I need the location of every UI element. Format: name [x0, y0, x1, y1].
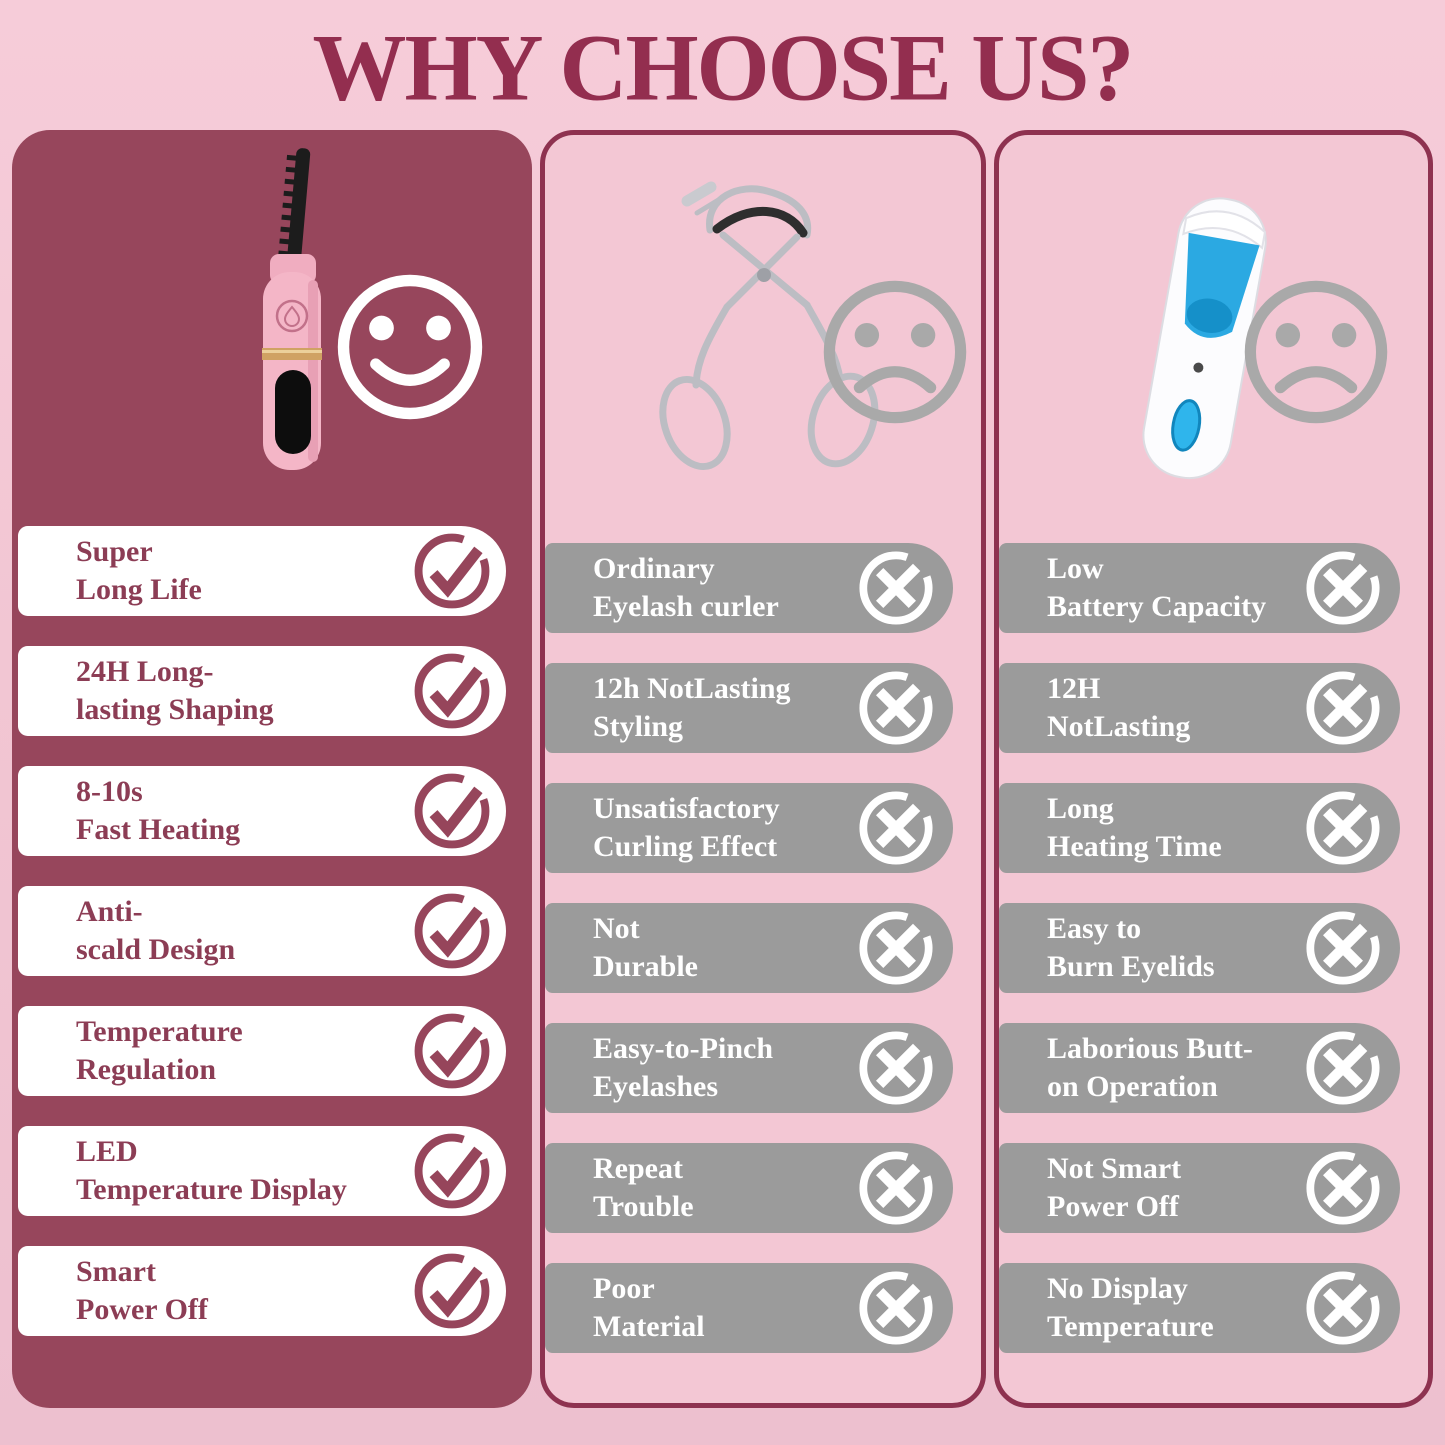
curler-comb [278, 148, 311, 268]
check-circle-icon [408, 767, 496, 855]
x-circle-icon [853, 1145, 939, 1231]
panel-other-electric-curler: Low Battery Capacity 12H NotLasting Long He… [994, 130, 1433, 1408]
con-row: Poor Material [545, 1263, 953, 1353]
ordinary-curler-hero [545, 135, 981, 531]
con-row: Easy to Burn Eyelids [999, 903, 1400, 993]
comparison-panels: Super Long Life 24H Long-lasting Shaping … [0, 130, 1445, 1408]
x-circle-icon [853, 905, 939, 991]
con-row: Not Durable [545, 903, 953, 993]
con-row: Repeat Trouble [545, 1143, 953, 1233]
our-product-hero [12, 130, 532, 526]
our-product-feature-list: Super Long Life 24H Long-lasting Shaping … [12, 526, 532, 1336]
feature-row: Temperature Regulation [18, 1006, 506, 1096]
feature-row: 8-10s Fast Heating [18, 766, 506, 856]
feature-row: 24H Long-lasting Shaping [18, 646, 506, 736]
curler-pivot [757, 268, 771, 282]
con-row: 12h NotLasting Styling [545, 663, 953, 753]
x-circle-icon [1300, 1145, 1386, 1231]
con-row: 12H NotLasting [999, 663, 1400, 753]
check-circle-icon [408, 1007, 496, 1095]
con-row: Not Smart Power Off [999, 1143, 1400, 1233]
x-circle-icon [853, 665, 939, 751]
panel-ordinary-curler: Ordinary Eyelash curler 12h NotLasting Sty… [540, 130, 986, 1408]
ordinary-curler-con-list: Ordinary Eyelash curler 12h NotLasting Sty… [545, 531, 981, 1353]
con-row: Long Heating Time [999, 783, 1400, 873]
x-circle-icon [1300, 665, 1386, 751]
feature-row: Super Long Life [18, 526, 506, 616]
page-title: WHY CHOOSE US? [312, 15, 1135, 122]
check-circle-icon [408, 1127, 496, 1215]
x-circle-icon [853, 1265, 939, 1351]
sad-face-icon [1244, 280, 1388, 424]
ordinary-curler-image [659, 181, 967, 471]
con-row: Unsatisfactory Curling Effect [545, 783, 953, 873]
check-circle-icon [408, 887, 496, 975]
check-circle-icon [408, 647, 496, 735]
x-circle-icon [1300, 905, 1386, 991]
happy-face-icon [337, 274, 483, 420]
x-circle-icon [1300, 785, 1386, 871]
feature-row: Smart Power Off [18, 1246, 506, 1336]
x-circle-icon [853, 785, 939, 871]
sad-face-icon [823, 280, 967, 424]
x-circle-icon [1300, 545, 1386, 631]
feature-row: LED Temperature Display [18, 1126, 506, 1216]
other-electric-con-list: Low Battery Capacity 12H NotLasting Long He… [999, 531, 1428, 1353]
other-electric-hero [999, 135, 1428, 531]
con-row: Low Battery Capacity [999, 543, 1400, 633]
competitor-curler-image [1142, 197, 1388, 480]
con-row: Ordinary Eyelash curler [545, 543, 953, 633]
con-row: Easy-to-Pinch Eyelashes [545, 1023, 953, 1113]
check-circle-icon [408, 527, 496, 615]
x-circle-icon [853, 545, 939, 631]
pink-heated-curler-image [262, 148, 483, 470]
x-circle-icon [1300, 1025, 1386, 1111]
con-row: No Display Temperature [999, 1263, 1400, 1353]
con-row: Laborious Butt-on Operation [999, 1023, 1400, 1113]
x-circle-icon [1300, 1265, 1386, 1351]
check-circle-icon [408, 1247, 496, 1335]
feature-row: Anti-scald Design [18, 886, 506, 976]
x-circle-icon [853, 1025, 939, 1111]
panel-our-product: Super Long Life 24H Long-lasting Shaping … [12, 130, 532, 1408]
